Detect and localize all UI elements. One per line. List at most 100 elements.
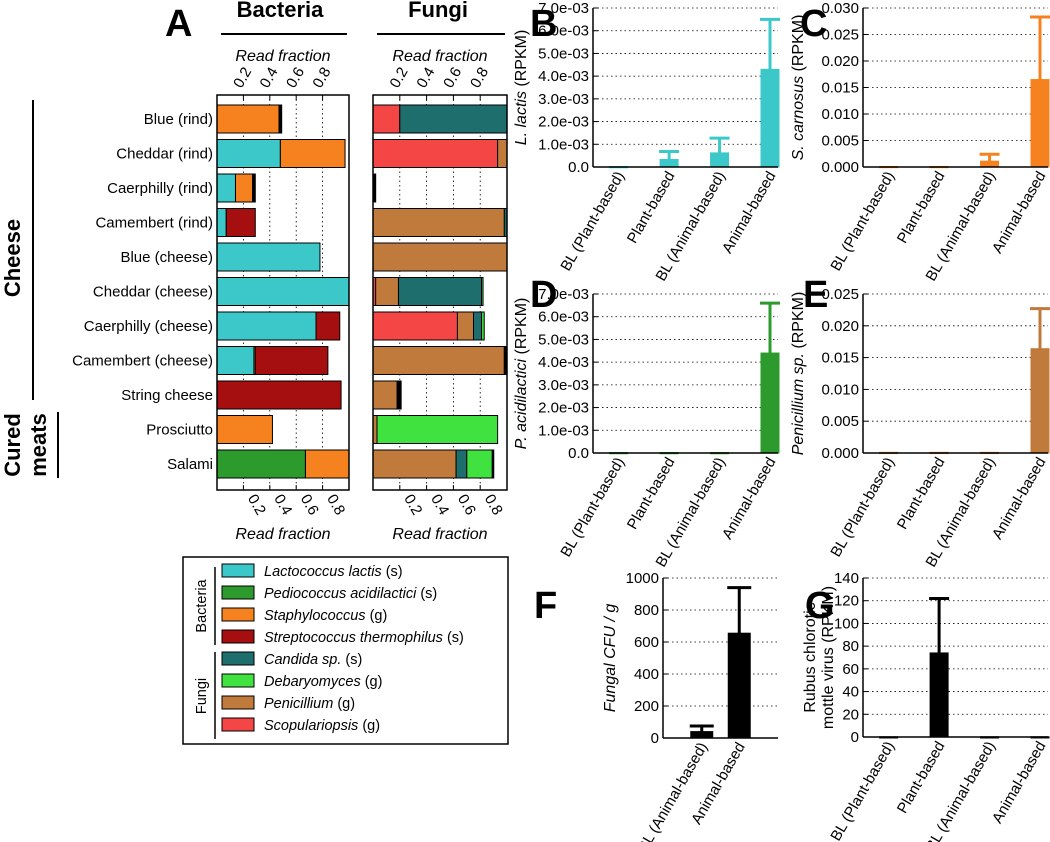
bar-chart-G: 0 20 40 60 80 100 120 140 BL (Plant-based)Plant-… — [802, 570, 1050, 842]
bar-streptococcus-thermophilus-caerphilly-cheese — [315, 311, 341, 341]
y-tick-label: 6.0e-03 — [538, 309, 589, 326]
y-tick-label: 80 — [842, 638, 859, 655]
legend-label: Candida sp. (s) — [264, 652, 362, 668]
legend-swatch — [221, 607, 255, 622]
tick-label-top: 0.4 — [257, 64, 282, 91]
y-tick-label: 0.0 — [568, 159, 589, 176]
y-tick-label: 0.010 — [821, 106, 859, 123]
plot-frame — [216, 94, 350, 491]
y-tick-label: 40 — [842, 684, 859, 701]
panel-letter-f: F — [534, 585, 557, 627]
x-tick-label-plant-based: Plant-based — [894, 739, 949, 817]
y-tick-label: 0.005 — [821, 133, 859, 150]
y-tick-label: 1.0e-03 — [538, 422, 589, 439]
bar-chart-C: 0.000 0.005 0.010 0.015 0.020 0.025 0.030 BL (P… — [790, 0, 1050, 284]
x-tick-label-bl-plant-based: BL (Plant-based) — [827, 455, 898, 561]
panel-letter-e: E — [803, 274, 828, 316]
tick-label-bottom: 0.4 — [270, 492, 295, 519]
bar-penicillium-cheddar-cheese — [375, 277, 399, 306]
y-axis-title-unit: (RPKM) — [790, 292, 807, 353]
y-tick-label: 0.0 — [568, 445, 589, 462]
bar-penicillium-camembert-cheese — [372, 346, 505, 375]
legend-rank: (s) — [416, 586, 437, 602]
bar-plant-based — [659, 159, 679, 168]
row-label-caerphilly-rind: Caerphilly (rind) — [107, 180, 213, 197]
bar-chart-E: 0.000 0.005 0.010 0.015 0.020 0.025 BL (Plant-… — [790, 286, 1050, 570]
bar-staphylococcus-blue-rind — [216, 104, 280, 134]
tick-label-top: 0.6 — [440, 64, 465, 91]
bar-lactococcus-lactis-camembert-cheese — [216, 346, 255, 375]
tick-label-bottom: 0.6 — [297, 492, 322, 519]
y-tick-label: 0.025 — [821, 27, 859, 44]
legend-name: Staphylococcus — [264, 608, 366, 624]
y-tick-label: 5.0e-03 — [538, 331, 589, 348]
bar-streptococcus-thermophilus-camembert-rind — [225, 208, 256, 237]
y-axis-title-italic: P. acidilactici — [513, 359, 530, 450]
tick-label-top: 0.2 — [230, 64, 255, 91]
y-tick-label: 4.0e-03 — [538, 68, 589, 85]
y-tick-label: 400 — [634, 666, 659, 683]
y-tick-label: 7.0e-03 — [538, 0, 589, 17]
y-axis-title-unit: (RPKM) — [790, 15, 807, 76]
legend-rank: (g) — [358, 718, 380, 734]
legend-name: Lactococcus lactis — [264, 564, 382, 580]
legend-swatch — [221, 563, 255, 578]
legend-name: Scopulariopsis — [264, 718, 358, 734]
row-label-prosciutto: Prosciutto — [146, 422, 213, 439]
panel-bar-charts: 0.0 1.0e-03 2.0e-03 3.0e-03 4.0e-03 5.0e-03 6.… — [513, 0, 1050, 842]
legend-swatch — [221, 651, 255, 666]
y-tick-label: 140 — [834, 570, 859, 587]
y-axis-title: Penicillium sp. (RPKM) — [790, 292, 807, 456]
bar-debaryomyces-caerphilly-cheese — [481, 311, 485, 341]
legend-swatch — [221, 629, 255, 644]
cured-label-line2: meats — [26, 413, 51, 477]
legend-rank: (g) — [366, 608, 388, 624]
tick-label-bottom: 0.8 — [323, 492, 348, 519]
legend-swatch — [221, 695, 255, 710]
bar-staphylococcus-cheddar-rind — [279, 139, 346, 168]
y-tick-label: 600 — [634, 634, 659, 651]
legend-rank: (s) — [341, 652, 362, 668]
bar-bl-animal-based — [980, 160, 1000, 168]
bar-other-salami — [491, 449, 495, 479]
plot-frame — [372, 94, 508, 491]
panel-letter-a: A — [165, 3, 192, 45]
y-tick-label: 0.010 — [821, 381, 859, 398]
x-axis-title-top: Read fraction — [392, 48, 487, 65]
panel-letter-g: G — [805, 585, 835, 627]
row-label-camembert-rind: Camembert (rind) — [95, 215, 213, 232]
bar-lactococcus-lactis-blue-cheese — [216, 242, 321, 272]
cured-label-line1: Cured — [0, 413, 25, 477]
tick-label-bottom: 0.4 — [427, 492, 452, 519]
legend-name: Pediococcus acidilactici — [264, 586, 417, 602]
x-tick-label-animal-based: Animal-based — [719, 169, 780, 257]
x-tick-label-plant-based: Plant-based — [894, 169, 949, 247]
bar-penicillium-blue-cheese — [372, 242, 508, 272]
legend-name: Debaryomyces — [264, 674, 361, 690]
y-tick-label: 0 — [851, 729, 859, 746]
legend: Bacteria Fungi Lactococcus lactis (s)Ped… — [182, 556, 509, 745]
bar-lactococcus-lactis-cheddar-rind — [216, 139, 281, 168]
x-axis-title-top: Read fraction — [235, 48, 330, 65]
y-tick-label: 0.015 — [821, 80, 859, 97]
row-label-blue-rind: Blue (rind) — [144, 111, 213, 128]
tick-label-top: 0.4 — [413, 64, 438, 91]
bar-scopulariopsis-cheddar-rind — [372, 139, 499, 168]
bar-staphylococcus-caerphilly-rind — [234, 173, 254, 203]
y-tick-label: 2.0e-03 — [538, 400, 589, 417]
legend-item-penicillium: Penicillium (g) — [221, 695, 355, 712]
bar-scopulariopsis-caerphilly-cheese — [372, 311, 458, 341]
legend-item-debaryomyces: Debaryomyces (g) — [221, 673, 382, 690]
tick-label-bottom: 0.8 — [481, 492, 506, 519]
row-label-string-cheese: String cheese — [121, 387, 213, 404]
bar-staphylococcus-prosciutto — [216, 415, 273, 444]
legend-rank: (s) — [443, 630, 464, 646]
x-tick-label-plant-based: Plant-based — [894, 455, 949, 533]
bar-plant-based — [929, 652, 949, 738]
y-tick-label: 3.0e-03 — [538, 91, 589, 108]
bar-animal-based — [760, 352, 780, 454]
